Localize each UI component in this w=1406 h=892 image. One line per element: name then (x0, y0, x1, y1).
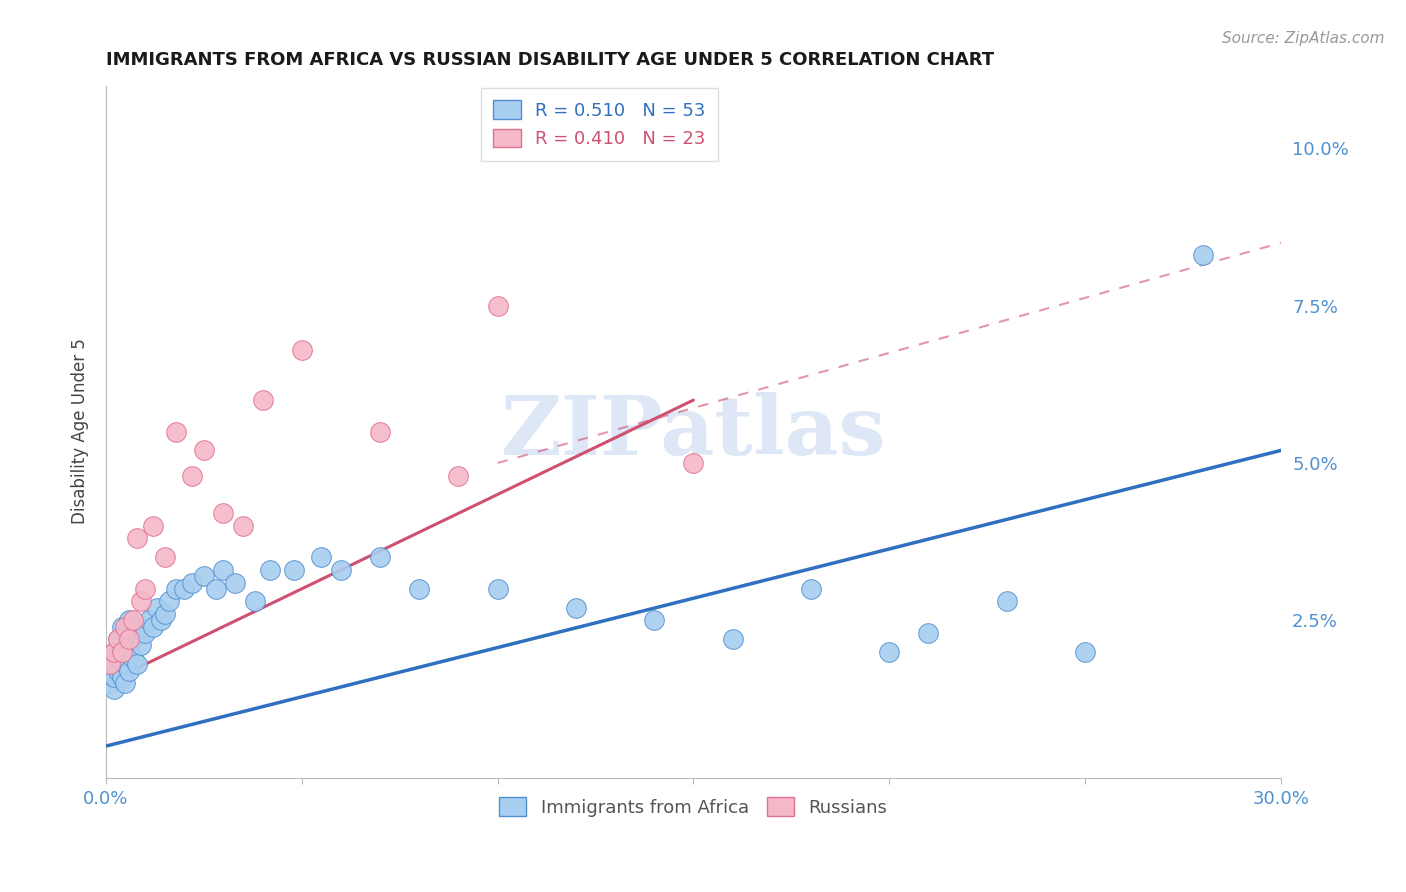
Point (165, 582, 187, 596)
Point (643, 613, 665, 627)
Point (114, 676, 136, 690)
Point (114, 625, 136, 640)
Point (243, 594, 266, 608)
Point (114, 619, 136, 633)
Point (127, 619, 149, 633)
Point (127, 532, 149, 546)
Point (142, 619, 165, 633)
Point (181, 575, 204, 590)
Point (129, 594, 152, 608)
Point (193, 443, 215, 458)
Point (212, 506, 235, 520)
Point (149, 613, 172, 627)
Legend: Immigrants from Africa, Russians: Immigrants from Africa, Russians (492, 790, 894, 824)
Point (122, 632, 145, 647)
Point (212, 563, 235, 577)
Point (565, 600, 588, 615)
Point (110, 619, 132, 633)
Point (165, 425, 187, 439)
Point (486, 299, 509, 313)
Point (800, 582, 823, 596)
Point (110, 645, 132, 659)
Point (107, 651, 129, 665)
Point (110, 670, 132, 684)
Point (193, 569, 215, 583)
Point (157, 594, 180, 608)
Point (721, 632, 744, 647)
Point (368, 550, 391, 565)
Point (291, 343, 314, 357)
Y-axis label: Disability Age Under 5: Disability Age Under 5 (72, 339, 89, 524)
Point (408, 582, 430, 596)
Point (204, 582, 226, 596)
Point (134, 625, 156, 640)
Point (877, 645, 900, 659)
Point (129, 639, 152, 653)
Point (224, 575, 246, 590)
Point (107, 664, 129, 678)
Point (311, 550, 333, 565)
Point (118, 632, 141, 647)
Point (122, 651, 145, 665)
Point (153, 607, 176, 621)
Point (98, 657, 121, 672)
Point (995, 594, 1018, 608)
Point (107, 632, 129, 647)
Point (138, 613, 160, 627)
Point (682, 456, 704, 470)
Point (110, 645, 132, 659)
Point (98, 676, 121, 690)
Point (283, 563, 305, 577)
Point (368, 425, 391, 439)
Point (329, 563, 352, 577)
Point (181, 468, 204, 483)
Point (122, 613, 145, 627)
Point (153, 550, 176, 565)
Text: ZIPatlas: ZIPatlas (501, 392, 886, 472)
Point (146, 600, 169, 615)
Point (127, 657, 149, 672)
Point (118, 664, 141, 678)
Point (103, 645, 125, 659)
Point (103, 645, 125, 659)
Point (917, 625, 939, 640)
Point (447, 468, 470, 483)
Point (486, 582, 509, 596)
Point (1074, 645, 1097, 659)
Point (1191, 248, 1213, 262)
Point (173, 582, 195, 596)
Point (98, 657, 121, 672)
Point (142, 519, 165, 533)
Point (118, 645, 141, 659)
Point (103, 670, 125, 684)
Text: IMMIGRANTS FROM AFRICA VS RUSSIAN DISABILITY AGE UNDER 5 CORRELATION CHART: IMMIGRANTS FROM AFRICA VS RUSSIAN DISABI… (105, 51, 994, 69)
Point (232, 519, 254, 533)
Point (252, 393, 274, 408)
Point (134, 582, 156, 596)
Point (107, 632, 129, 647)
Point (103, 682, 125, 697)
Point (259, 563, 281, 577)
Point (114, 657, 136, 672)
Text: Source: ZipAtlas.com: Source: ZipAtlas.com (1222, 31, 1385, 46)
Point (118, 613, 141, 627)
